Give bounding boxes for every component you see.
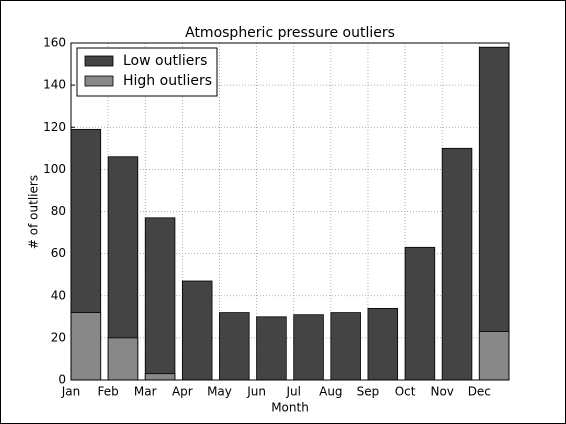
legend-label: Low outliers [123,53,207,69]
y-tick-label: 0 [58,373,66,387]
y-tick-label: 120 [43,120,66,134]
bar [404,246,436,381]
legend-swatch [84,55,114,67]
bar [478,46,510,381]
x-tick-label: Jan [61,385,81,399]
y-tick-label: 160 [43,36,66,50]
x-tick-label: Sep [357,385,380,399]
x-tick-label: Jun [246,385,266,399]
bar [478,331,510,381]
axes-frame [70,42,510,381]
y-tick-label: 40 [51,288,66,302]
x-tick-label: Dec [468,385,491,399]
bar [219,312,250,381]
legend-swatch [84,75,114,87]
y-tick-label: 140 [43,78,66,92]
y-tick-label: 60 [51,246,66,260]
bar [293,314,324,381]
y-axis-label: # of outliers [27,175,41,249]
x-axis-label: Month [271,401,309,415]
y-tick-label: 20 [51,330,66,344]
x-tick-label: Apr [172,385,193,399]
x-tick-label: Oct [395,385,416,399]
bar [70,312,102,381]
bar [144,373,176,381]
bar [181,280,213,381]
y-tick-label: 80 [51,204,66,218]
y-tick-label: 100 [43,162,66,176]
legend-label: High outliers [123,73,212,89]
bar [107,337,139,381]
x-tick-label: May [207,385,232,399]
bar [330,312,361,381]
x-tick-label: Nov [430,385,453,399]
x-tick-label: Mar [134,385,157,399]
chart-title: Atmospheric pressure outliers [185,25,395,41]
x-tick-label: Jul [285,385,300,399]
bar [441,147,473,381]
bar [367,307,399,381]
bar [256,316,287,381]
bar [144,217,176,381]
x-tick-label: Feb [97,385,118,399]
x-tick-label: Aug [319,385,342,399]
